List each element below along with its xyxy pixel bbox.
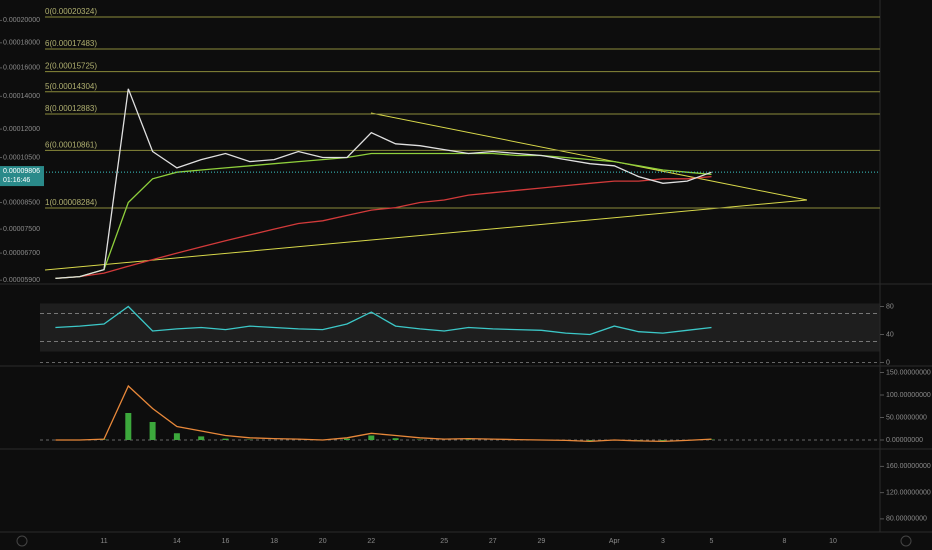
histogram-bar: [368, 435, 375, 440]
histogram-bar: [344, 438, 350, 440]
trendline: [44, 199, 808, 271]
x-tick-label: 5: [710, 538, 714, 545]
histogram-bar: [587, 440, 593, 441]
rsi-band: [40, 303, 880, 352]
y-tick-label: 0.00014000: [3, 93, 40, 100]
x-tick-label: 29: [538, 538, 546, 545]
histogram-bar: [222, 438, 229, 440]
fib-label: 0(0.00020324): [45, 7, 97, 16]
y-tick-label: 40: [886, 331, 894, 338]
histogram-bar: [173, 433, 180, 440]
y-tick-label: 0.00012000: [3, 126, 40, 133]
x-tick-label: 10: [829, 538, 837, 545]
y-tick-label: 0.00000000: [886, 437, 923, 444]
x-tick-label: 16: [222, 538, 230, 545]
y-tick-label: 0.00008500: [3, 199, 40, 206]
histogram-bar: [149, 422, 156, 440]
y-tick-label: 100.00000000: [886, 392, 931, 399]
fib-label: 6(0.00017483): [45, 39, 97, 48]
histogram-bar: [125, 413, 132, 440]
fib-label: 1(0.00008284): [45, 198, 97, 207]
y-tick-label: 0.00018000: [3, 40, 40, 47]
y-tick-label: 120.00000000: [886, 489, 931, 496]
series-line: [55, 88, 712, 280]
histogram-bar: [392, 438, 399, 440]
y-tick-label: 0.00005900: [3, 277, 40, 284]
last-price-label: 0.00009806: [3, 168, 40, 175]
fib-label: 2(0.00015725): [45, 62, 97, 71]
x-tick-label: 27: [489, 538, 497, 545]
histogram-bar: [198, 436, 205, 440]
x-tick-label: 25: [440, 538, 448, 545]
countdown: 01:16:46: [3, 177, 30, 184]
trendline: [370, 112, 808, 201]
y-tick-label: 50.00000000: [886, 414, 927, 421]
y-tick-label: 0.00020000: [3, 17, 40, 24]
last-price-tag: [0, 166, 44, 187]
y-tick-label: 0.00016000: [3, 65, 40, 72]
series-line: [55, 175, 712, 280]
y-tick-label: 0.00010500: [3, 154, 40, 161]
x-tick-label: 11: [100, 538, 107, 545]
x-tick-label: 18: [270, 538, 278, 545]
x-tick-label: 22: [367, 538, 375, 545]
y-tick-label: 0.00006700: [3, 250, 40, 257]
y-tick-label: 80: [886, 303, 894, 310]
y-tick-label: 0.00007500: [3, 226, 40, 233]
histogram-bar: [659, 440, 666, 441]
series-line: [55, 152, 712, 280]
series-line: [55, 305, 712, 336]
x-tick-label: Apr: [609, 538, 621, 545]
x-tick-label: 8: [782, 538, 786, 545]
y-tick-label: 0: [886, 359, 890, 366]
zoom-button[interactable]: [16, 535, 28, 547]
series-line: [55, 384, 712, 443]
x-tick-label: 14: [173, 538, 181, 545]
y-tick-label: 150.00000000: [886, 369, 931, 376]
y-tick-label: 80.00000000: [886, 516, 927, 523]
fib-label: 5(0.00014304): [45, 82, 97, 91]
fib-label: 8(0.00012883): [45, 104, 97, 113]
fib-label: 6(0.00010861): [45, 140, 97, 149]
auto-scale-button[interactable]: [900, 535, 912, 547]
x-tick-label: 3: [661, 538, 665, 545]
y-tick-label: 160.00000000: [886, 463, 931, 470]
x-tick-label: 20: [319, 538, 327, 545]
